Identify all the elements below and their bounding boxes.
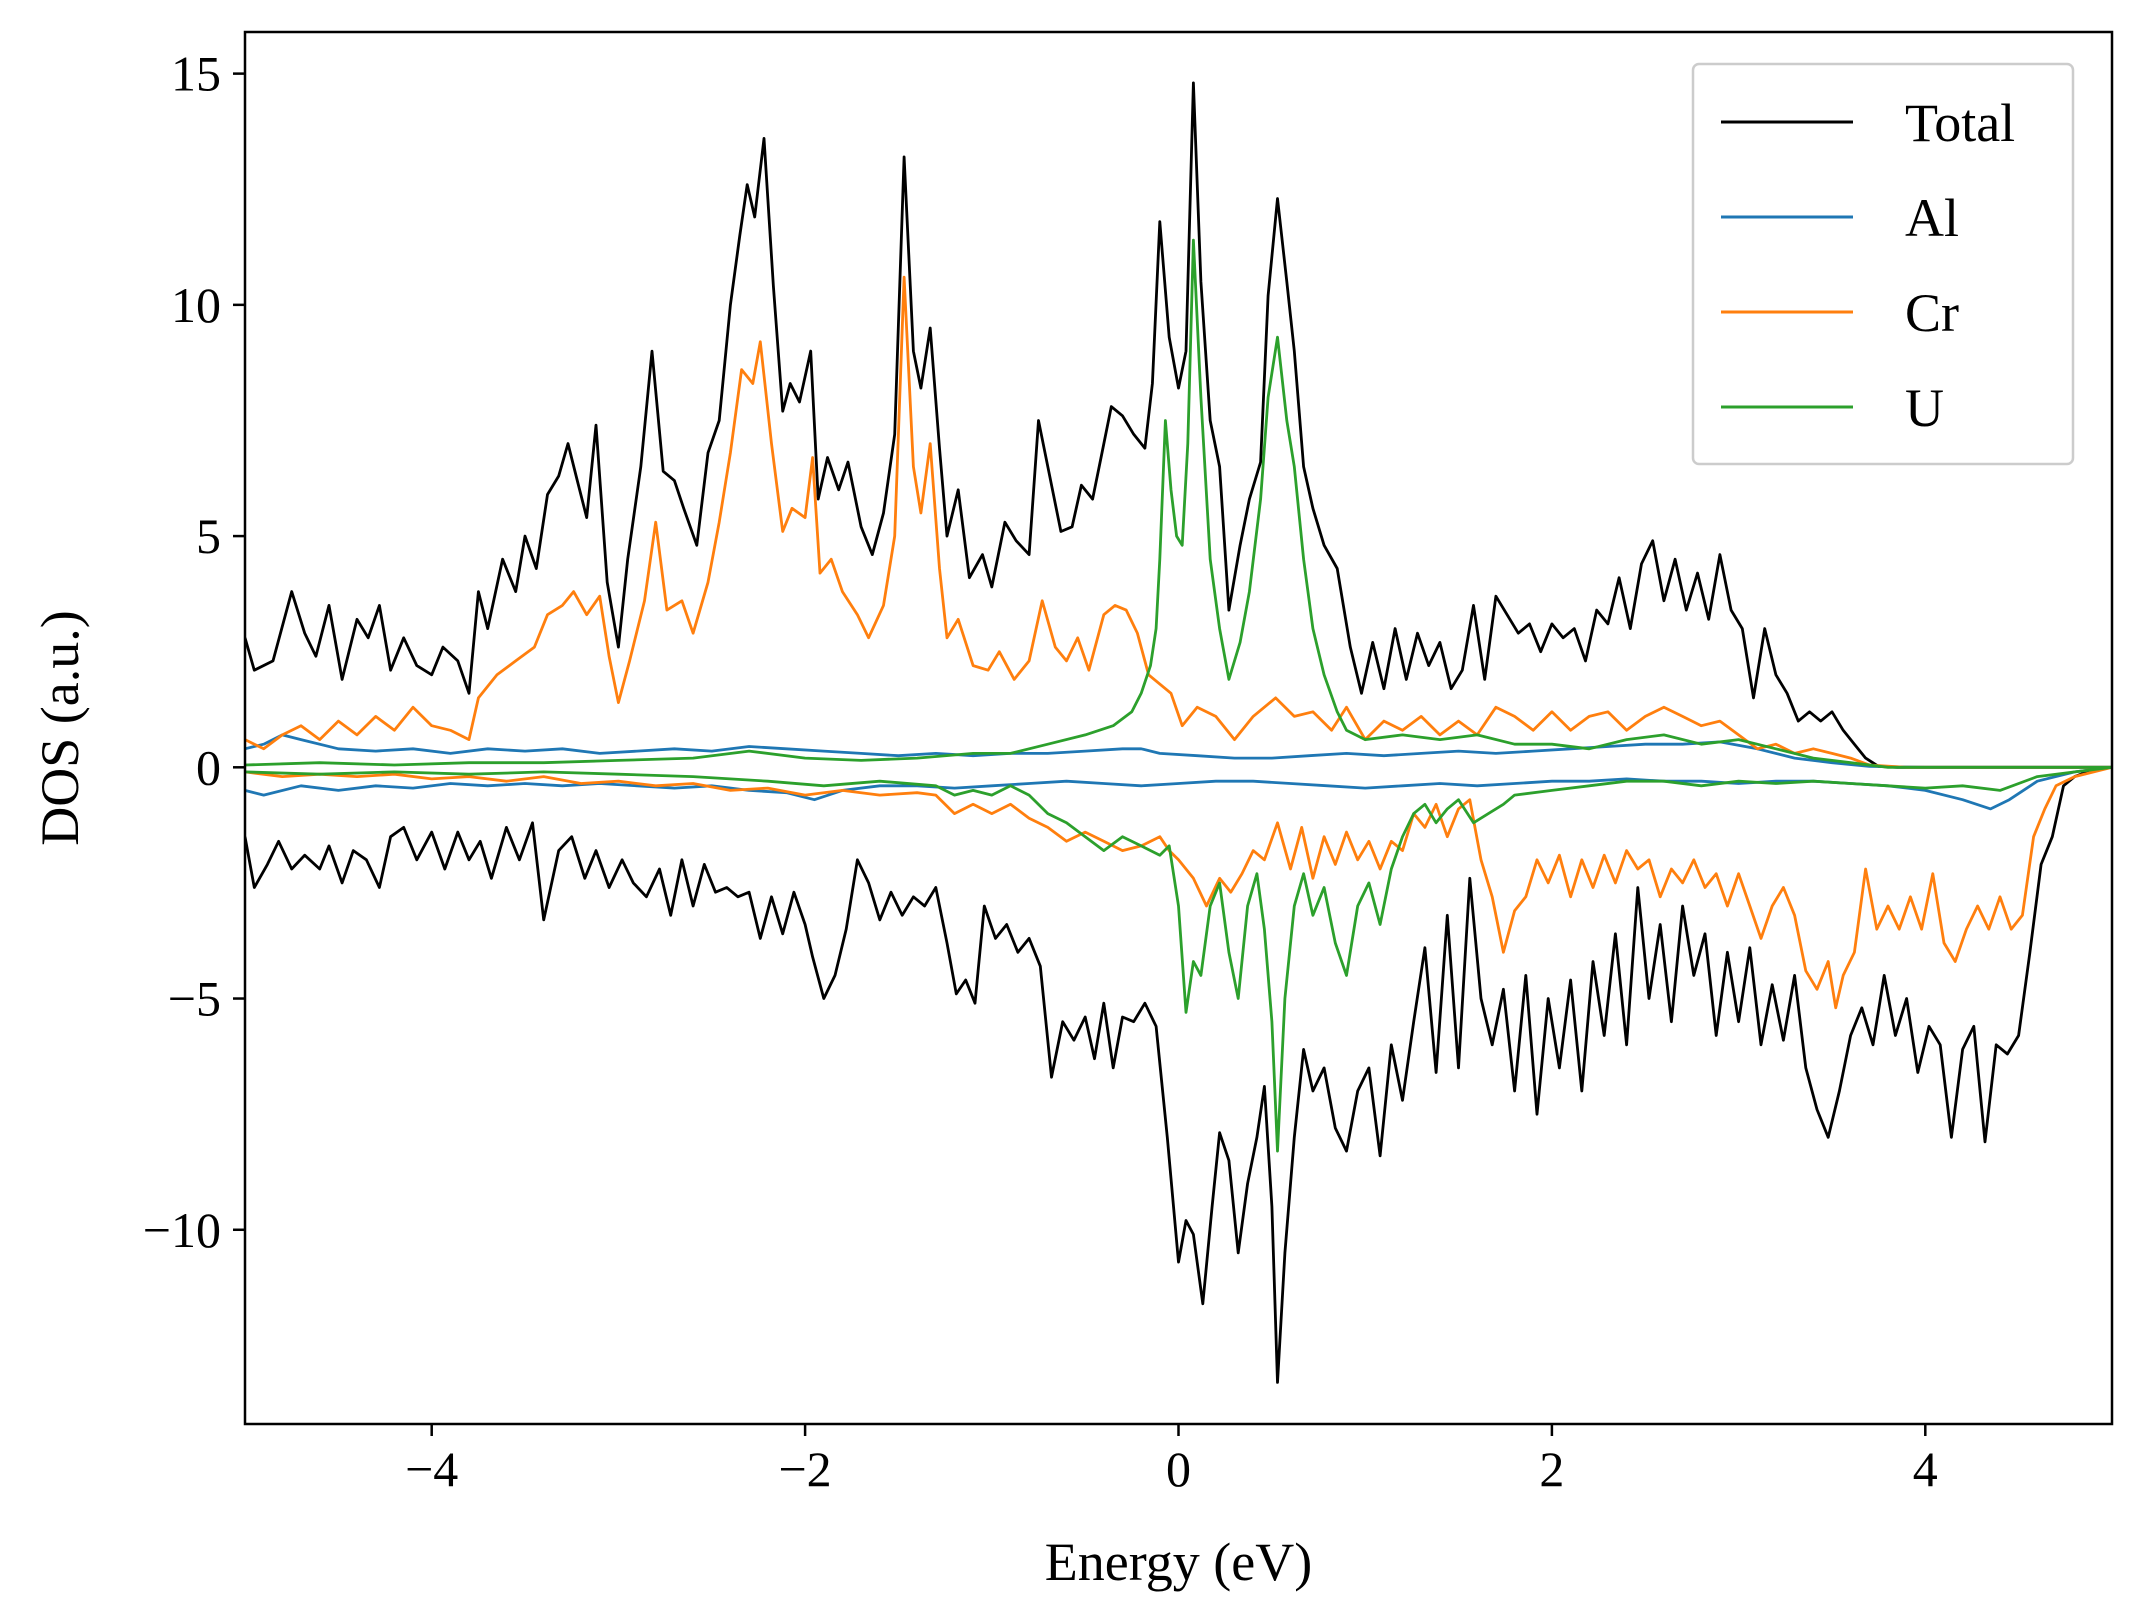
y-tick-label: 10 <box>171 277 221 333</box>
legend-label-cr: Cr <box>1905 283 1959 343</box>
y-tick-label: 15 <box>171 46 221 102</box>
y-tick-label: −5 <box>168 971 221 1027</box>
x-axis-label: Energy (eV) <box>1045 1532 1312 1592</box>
x-tick-label: 4 <box>1913 1441 1938 1497</box>
x-tick-label: −4 <box>405 1441 458 1497</box>
series-line-u-spin-down <box>245 765 2112 1153</box>
legend-label-total: Total <box>1905 93 2015 153</box>
series-line-total-spin-down <box>245 765 2112 1384</box>
ticks-layer: −4 −2 0 2 4 −10 −5 0 5 10 15 <box>143 46 1938 1497</box>
x-tick-label: −2 <box>778 1441 831 1497</box>
series-line-cr-spin-down <box>245 765 2112 1010</box>
x-tick-label: 0 <box>1166 1441 1191 1497</box>
x-tick-label: 2 <box>1539 1441 1564 1497</box>
legend-box <box>1691 62 2075 466</box>
series-layer <box>245 81 2112 1384</box>
legend: Total Al Cr U <box>1691 62 2075 466</box>
y-axis-label: DOS (a.u.) <box>30 610 90 845</box>
y-tick-label: 5 <box>196 508 221 564</box>
y-tick-label: 0 <box>196 739 221 795</box>
series-line-u-spin-up <box>245 238 2112 769</box>
series-line-al-spin-up <box>245 733 2112 769</box>
legend-label-u: U <box>1905 378 1944 438</box>
series-line-total-spin-up <box>245 81 2112 769</box>
legend-label-al: Al <box>1905 188 1959 248</box>
y-tick-label: −10 <box>143 1202 221 1258</box>
series-line-cr-spin-up <box>245 275 2112 769</box>
